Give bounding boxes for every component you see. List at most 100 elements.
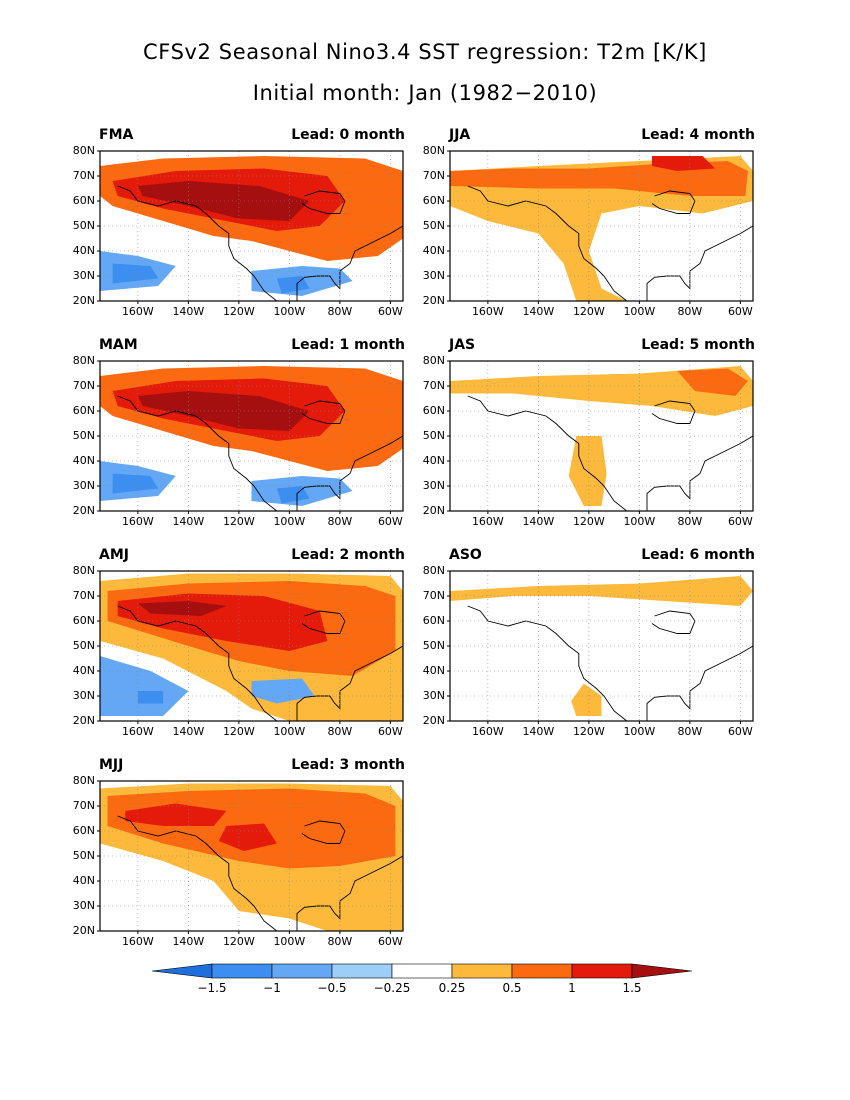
map-plot — [97, 570, 404, 724]
lon-tick-label: 100W — [273, 305, 306, 318]
lon-tick-label: 80W — [677, 515, 703, 528]
lon-tick-label: 120W — [222, 305, 255, 318]
colorbar-tick-label: −1 — [263, 981, 281, 995]
panel-lead-label: Lead: 1 month — [291, 337, 405, 353]
lat-tick-label: 30N — [72, 269, 95, 282]
lon-tick-label: 120W — [572, 515, 605, 528]
lon-tick-label: 120W — [222, 725, 255, 738]
lon-tick-label: 100W — [273, 725, 306, 738]
map-panel-amj: AMJ Lead: 2 month 80N 70N 60N 50N 40N 30N 20N 160… — [73, 547, 407, 738]
lon-tick-label: 140W — [172, 935, 205, 948]
lon-tick-label: 160W — [471, 515, 504, 528]
lon-tick-label: 80W — [677, 725, 703, 738]
coastline — [467, 185, 628, 301]
chart-title: CFSv2 Seasonal Nino3.4 SST regression: T… — [143, 40, 707, 64]
lat-tick-label: 20N — [422, 504, 445, 517]
map-panel-fma: FMA Lead: 0 month 80N 70N 60N 50N 40N 30N 20N 160… — [73, 127, 407, 318]
contour-region — [251, 678, 315, 704]
panel-season-label: FMA — [99, 127, 134, 143]
map-plot — [97, 150, 404, 304]
lat-tick-label: 80N — [72, 144, 95, 157]
colorbar-tick-label: 0.25 — [439, 981, 466, 995]
lat-tick-label: 60N — [422, 404, 445, 417]
coastline — [301, 820, 346, 844]
map-plot — [447, 570, 754, 724]
lat-tick-label: 50N — [422, 219, 445, 232]
lat-tick-label: 40N — [422, 244, 445, 257]
lon-tick-label: 60W — [377, 725, 403, 738]
panel-lead-label: Lead: 6 month — [641, 547, 755, 563]
lat-tick-label: 40N — [72, 244, 95, 257]
coastline — [117, 185, 278, 301]
colorbar-segment — [151, 963, 213, 979]
panel-lead-label: Lead: 5 month — [641, 337, 755, 353]
lon-tick-label: 160W — [121, 305, 154, 318]
lat-tick-label: 70N — [422, 379, 445, 392]
lon-tick-label: 120W — [572, 305, 605, 318]
contour-region — [137, 601, 227, 616]
lat-tick-label: 60N — [72, 824, 95, 837]
map-panel-jja: JJA Lead: 4 month 80N 70N 60N 50N 40N 30N 20N 160… — [423, 127, 757, 318]
colorbar-segment — [211, 963, 273, 979]
lat-tick-label: 70N — [72, 379, 95, 392]
lat-tick-label: 30N — [422, 479, 445, 492]
colorbar-tick-label: −0.25 — [374, 981, 411, 995]
coastline — [301, 400, 346, 424]
panel-lead-label: Lead: 3 month — [291, 757, 405, 773]
lat-tick-label: 40N — [72, 454, 95, 467]
panel-lead-label: Lead: 2 month — [291, 547, 405, 563]
contour-region — [137, 391, 310, 431]
lat-tick-label: 80N — [72, 774, 95, 787]
map-plot — [447, 150, 754, 304]
lon-tick-label: 140W — [522, 305, 555, 318]
lon-tick-label: 100W — [273, 935, 306, 948]
contour-region — [137, 181, 310, 221]
lat-tick-label: 70N — [422, 589, 445, 602]
colorbar-segment — [271, 963, 333, 979]
map-panel-aso: ASO Lead: 6 month 80N 70N 60N 50N 40N 30N 20N 160… — [423, 547, 757, 738]
colorbar-segment — [391, 963, 453, 979]
contour-region — [571, 683, 602, 716]
lon-tick-label: 60W — [727, 305, 753, 318]
lat-tick-label: 80N — [422, 354, 445, 367]
coastline — [651, 400, 696, 424]
coastline — [301, 610, 346, 634]
coastline — [117, 605, 278, 721]
contour-region — [100, 656, 189, 716]
lat-tick-label: 40N — [72, 874, 95, 887]
lat-tick-label: 30N — [422, 269, 445, 282]
colorbar-segment — [451, 963, 513, 979]
contour-region — [125, 803, 227, 826]
map-plot — [447, 360, 754, 514]
lon-tick-label: 120W — [222, 515, 255, 528]
lon-tick-label: 100W — [623, 515, 656, 528]
lat-tick-label: 70N — [72, 589, 95, 602]
map-plot — [97, 360, 404, 514]
lat-tick-label: 40N — [422, 454, 445, 467]
colorbar: −1.5 −1 −0.5 −0.25 0.25 0.5 1 1.5 — [151, 963, 693, 995]
panel-season-label: AMJ — [99, 547, 129, 563]
lon-tick-label: 60W — [727, 515, 753, 528]
lon-tick-label: 160W — [121, 935, 154, 948]
contour-region — [218, 823, 277, 851]
lon-tick-label: 100W — [623, 725, 656, 738]
colorbar-segment — [331, 963, 393, 979]
lat-tick-label: 30N — [72, 479, 95, 492]
lon-tick-label: 100W — [623, 305, 656, 318]
lon-tick-label: 140W — [522, 515, 555, 528]
lat-tick-label: 80N — [72, 354, 95, 367]
lat-tick-label: 80N — [72, 564, 95, 577]
coastline — [117, 815, 278, 931]
panel-season-label: JAS — [449, 337, 476, 353]
lat-tick-label: 20N — [72, 294, 95, 307]
lon-tick-label: 80W — [327, 515, 353, 528]
map-panel-mjj: MJJ Lead: 3 month 80N 70N 60N 50N 40N 30N 20N 160… — [73, 757, 407, 948]
lat-tick-label: 20N — [72, 504, 95, 517]
coastline — [467, 605, 628, 721]
lon-tick-label: 60W — [377, 515, 403, 528]
contour-region — [112, 473, 159, 494]
lat-tick-label: 60N — [72, 404, 95, 417]
colorbar-tick-label: 1.5 — [622, 981, 641, 995]
lon-tick-label: 140W — [172, 305, 205, 318]
map-panel-mam: MAM Lead: 1 month 80N 70N 60N 50N 40N 30N 20N 160… — [73, 337, 407, 528]
